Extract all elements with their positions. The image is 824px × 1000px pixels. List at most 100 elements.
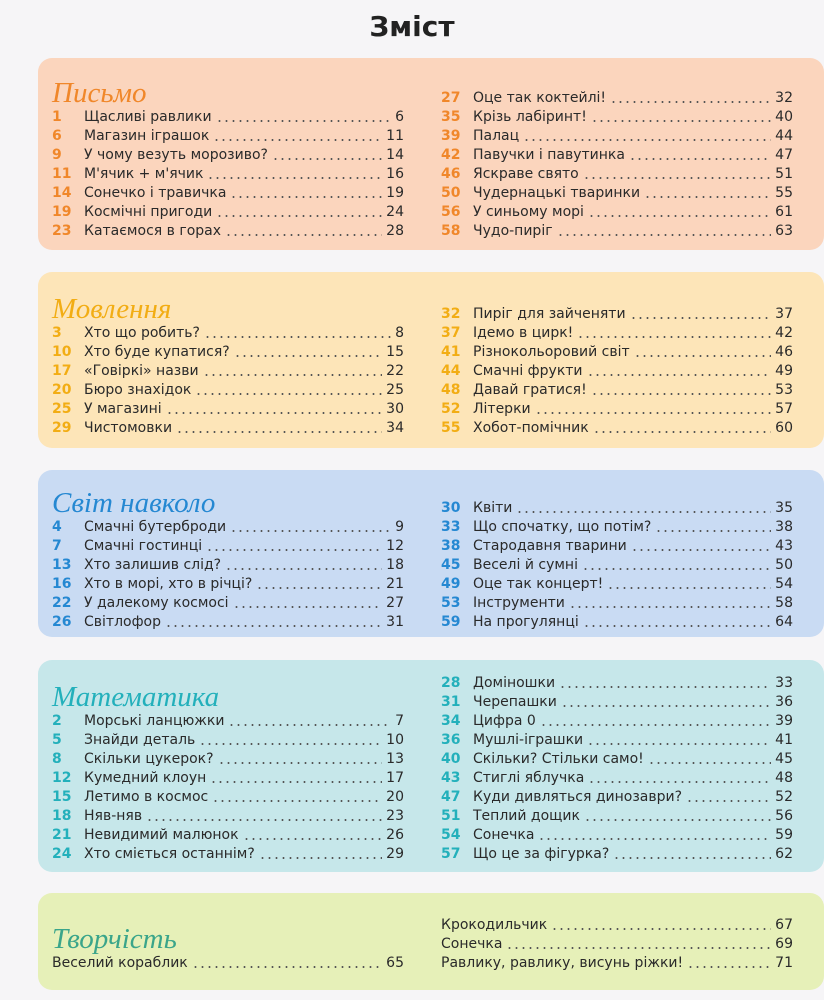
dot-leader bbox=[582, 177, 772, 179]
section-heading: Світ навколо bbox=[52, 487, 216, 519]
entry-title: Катаємося в горах bbox=[84, 223, 222, 239]
page-number: 21 bbox=[386, 576, 404, 592]
dot-leader bbox=[559, 686, 772, 688]
toc-entry: 7 Смачні гостинці 12 bbox=[52, 537, 404, 555]
entry-title: Мушлі-іграшки bbox=[473, 732, 584, 748]
dot-leader bbox=[534, 412, 772, 414]
page-number: 55 bbox=[775, 185, 793, 201]
lesson-number: 44 bbox=[441, 363, 461, 379]
toc-entry: Веселий кораблик 65 bbox=[52, 954, 404, 972]
entry-title: Оце так концерт! bbox=[473, 576, 604, 592]
entry-title: Різнокольоровий світ bbox=[473, 344, 630, 360]
toc-entry: 14 Сонечко і травичка 19 bbox=[52, 184, 404, 202]
toc-entry: 46 Яскраве свято 51 bbox=[441, 165, 793, 183]
toc-entry: 6 Магазин іграшок 11 bbox=[52, 127, 404, 145]
page-number: 26 bbox=[386, 827, 404, 843]
page-number: 57 bbox=[775, 401, 793, 417]
dot-leader bbox=[686, 800, 772, 802]
lesson-number: 39 bbox=[441, 128, 461, 144]
page-number: 29 bbox=[386, 846, 404, 862]
page-number: 19 bbox=[386, 185, 404, 201]
entry-title: Літерки bbox=[473, 401, 531, 417]
page-number: 42 bbox=[775, 325, 793, 341]
dot-leader bbox=[176, 431, 383, 433]
lesson-number: 35 bbox=[441, 109, 461, 125]
toc-entry: 53 Інструменти 58 bbox=[441, 594, 793, 612]
page-number: 52 bbox=[775, 789, 793, 805]
section-box bbox=[38, 470, 824, 637]
entry-title: Хто залишив слід? bbox=[84, 557, 222, 573]
dot-leader bbox=[582, 625, 772, 627]
page-number: 25 bbox=[386, 382, 404, 398]
toc-entry: 30 Квіти 35 bbox=[441, 499, 793, 517]
page-number: 54 bbox=[775, 576, 793, 592]
entry-title: Хто що робить? bbox=[84, 325, 200, 341]
page-number: 34 bbox=[386, 420, 404, 436]
entry-title: Квіти bbox=[473, 500, 513, 516]
toc-entry: 8 Скільки цукерок? 13 bbox=[52, 750, 404, 768]
dot-leader bbox=[590, 393, 772, 395]
toc-entry: 34 Цифра 0 39 bbox=[441, 712, 793, 730]
entry-title: Сонечко і травичка bbox=[84, 185, 227, 201]
page-number: 35 bbox=[775, 500, 793, 516]
section-heading: Математика bbox=[52, 681, 220, 713]
dot-leader bbox=[538, 838, 772, 840]
page-number: 51 bbox=[775, 166, 793, 182]
toc-entry: 3 Хто що робить? 8 bbox=[52, 324, 404, 342]
dot-leader bbox=[256, 587, 383, 589]
entry-title: Космічні пригоди bbox=[84, 204, 213, 220]
lesson-number: 42 bbox=[441, 147, 461, 163]
page-number: 28 bbox=[386, 223, 404, 239]
dot-leader bbox=[613, 857, 772, 859]
page-number: 32 bbox=[775, 90, 793, 106]
dot-leader bbox=[551, 928, 772, 930]
dot-leader bbox=[687, 966, 772, 968]
page-number: 53 bbox=[775, 382, 793, 398]
lesson-number: 51 bbox=[441, 808, 461, 824]
toc-entry: 13 Хто залишив слід? 18 bbox=[52, 556, 404, 574]
dot-leader bbox=[217, 762, 383, 764]
page-number: 24 bbox=[386, 204, 404, 220]
toc-entry: 55 Хобот-помічник 60 bbox=[441, 419, 793, 437]
entry-title: У чому везуть морозиво? bbox=[84, 147, 268, 163]
entry-title: Теплий дощик bbox=[473, 808, 580, 824]
lesson-number: 15 bbox=[52, 789, 72, 805]
entry-title: Що це за фігурка? bbox=[473, 846, 610, 862]
dot-leader bbox=[630, 549, 772, 551]
section-box bbox=[38, 893, 824, 990]
section-box bbox=[38, 272, 824, 448]
entry-title: Доміношки bbox=[473, 675, 556, 691]
page-number: 23 bbox=[386, 808, 404, 824]
lesson-number: 2 bbox=[52, 713, 62, 729]
toc-entry: 16 Хто в морі, хто в річці? 21 bbox=[52, 575, 404, 593]
page-number: 46 bbox=[775, 344, 793, 360]
entry-title: Бюро знахідок bbox=[84, 382, 192, 398]
section-heading: Творчість bbox=[52, 923, 177, 955]
entry-title: У синьому морі bbox=[473, 204, 584, 220]
page-number: 10 bbox=[386, 732, 404, 748]
dot-leader bbox=[539, 724, 772, 726]
lesson-number: 17 bbox=[52, 363, 72, 379]
entry-title: Смачні фрукти bbox=[473, 363, 583, 379]
dot-leader bbox=[202, 374, 383, 376]
toc-entry: 47 Куди дивляться динозаври? 52 bbox=[441, 788, 793, 806]
lesson-number: 32 bbox=[441, 306, 461, 322]
dot-leader bbox=[242, 838, 383, 840]
page-number: 8 bbox=[395, 325, 404, 341]
entry-title: Веселі й сумні bbox=[473, 557, 578, 573]
lesson-number: 12 bbox=[52, 770, 72, 786]
page-number: 14 bbox=[386, 147, 404, 163]
dot-leader bbox=[655, 530, 772, 532]
toc-entry: 11 М'ячик + м'ячик 16 bbox=[52, 165, 404, 183]
entry-title: Крокодильчик bbox=[441, 917, 548, 933]
lesson-number: 54 bbox=[441, 827, 461, 843]
page-number: 71 bbox=[775, 955, 793, 971]
lesson-number: 48 bbox=[441, 382, 461, 398]
lesson-number: 9 bbox=[52, 147, 62, 163]
lesson-number: 30 bbox=[441, 500, 461, 516]
entry-title: Чистомовки bbox=[84, 420, 173, 436]
page-number: 47 bbox=[775, 147, 793, 163]
toc-entry: 44 Смачні фрукти 49 bbox=[441, 362, 793, 380]
toc-entry: 57 Що це за фігурка? 62 bbox=[441, 845, 793, 863]
lesson-number: 4 bbox=[52, 519, 62, 535]
